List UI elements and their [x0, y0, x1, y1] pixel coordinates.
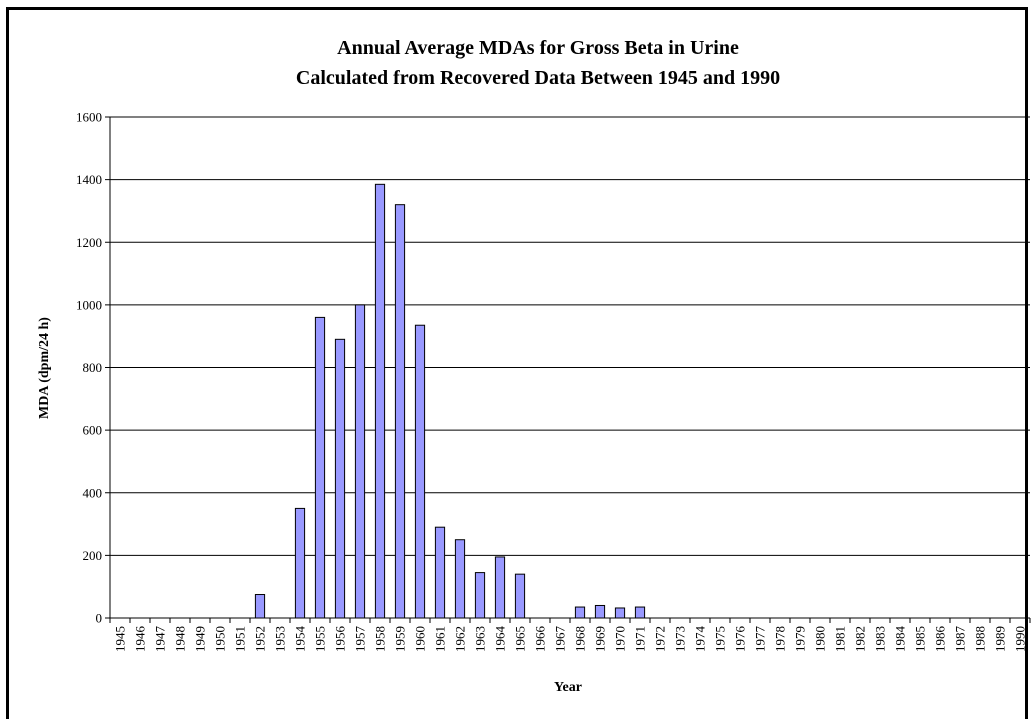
bar-1968: [574, 606, 586, 619]
x-tick-label: 1976: [733, 626, 748, 653]
bar-1958: [374, 183, 386, 619]
x-axis-ticks: 1945 1946 1947 1948 1949 1950 1951 1952 1953 1954…: [109, 618, 1031, 653]
x-tick-label: 1946: [133, 626, 148, 653]
x-axis-label: Year: [554, 680, 582, 695]
x-tick-label: 1948: [173, 626, 188, 652]
x-tick-label: 1964: [493, 626, 508, 653]
x-tick-label: 1975: [713, 626, 728, 652]
bar-1956: [334, 338, 346, 619]
x-tick-label: 1965: [513, 626, 528, 652]
y-tick-label: 800: [83, 360, 103, 375]
bar-1964: [494, 556, 506, 619]
bar-1970: [614, 607, 626, 619]
x-tick-label: 1986: [933, 626, 948, 653]
y-tick-label: 1000: [76, 297, 102, 312]
y-tick-label: 200: [83, 548, 103, 563]
y-axis-label: MDA (dpm/24 h): [37, 317, 52, 419]
y-tick-label: 1200: [76, 235, 102, 250]
x-tick-label: 1977: [753, 626, 768, 653]
y-tick-label: 1400: [76, 172, 102, 187]
x-tick-label: 1952: [253, 626, 268, 652]
x-tick-label: 1951: [233, 626, 248, 652]
bar-1957: [354, 304, 366, 619]
bar-1971: [634, 606, 646, 619]
x-tick-label: 1956: [333, 626, 348, 653]
chart-frame: [6, 7, 1028, 719]
bar-1952: [254, 594, 266, 619]
x-tick-label: 1959: [393, 626, 408, 652]
x-tick-label: 1969: [593, 626, 608, 652]
x-tick-label: 1947: [153, 626, 168, 653]
x-tick-label: 1960: [413, 626, 428, 652]
gridlines: [110, 116, 1030, 556]
x-tick-label: 1974: [693, 626, 708, 653]
x-tick-label: 1945: [113, 626, 128, 652]
bar-1961: [434, 526, 446, 619]
x-tick-label: 1990: [1013, 626, 1028, 652]
x-tick-label: 1989: [993, 626, 1008, 652]
x-tick-label: 1970: [613, 626, 628, 652]
y-tick-label: 0: [96, 611, 103, 626]
bar-1965: [514, 573, 526, 619]
x-tick-label: 1980: [813, 626, 828, 652]
bar-1969: [594, 604, 606, 619]
x-tick-label: 1978: [773, 626, 788, 652]
bar-1963: [474, 572, 486, 619]
x-tick-label: 1972: [653, 626, 668, 652]
x-tick-label: 1966: [533, 626, 548, 653]
bar-1960: [414, 324, 426, 619]
x-tick-label: 1988: [973, 626, 988, 652]
chart-title: Annual Average MDAs for Gross Beta in Ur…: [337, 37, 739, 59]
x-tick-label: 1955: [313, 626, 328, 652]
x-tick-label: 1962: [453, 626, 468, 652]
x-tick-label: 1983: [873, 626, 888, 652]
x-tick-label: 1985: [913, 626, 928, 652]
x-tick-label: 1971: [633, 626, 648, 652]
x-tick-label: 1963: [473, 626, 488, 652]
x-tick-label: 1954: [293, 626, 308, 653]
x-tick-label: 1968: [573, 626, 588, 652]
x-tick-label: 1961: [433, 626, 448, 652]
x-tick-label: 1957: [353, 626, 368, 653]
x-tick-label: 1950: [213, 626, 228, 652]
x-tick-label: 1949: [193, 626, 208, 652]
y-tick-label: 400: [83, 485, 103, 500]
bar-1959: [394, 204, 406, 619]
x-tick-label: 1958: [373, 626, 388, 652]
bar-1954: [294, 507, 306, 619]
y-axis-ticks: 0 200 400 600 800 1000 1200 1400 1600: [76, 110, 110, 626]
x-tick-label: 1982: [853, 626, 868, 652]
chart-subtitle: Calculated from Recovered Data Between 1…: [296, 67, 780, 89]
bar-1962: [454, 539, 466, 619]
x-tick-label: 1973: [673, 626, 688, 652]
x-tick-label: 1953: [273, 626, 288, 652]
x-tick-label: 1987: [953, 626, 968, 653]
y-tick-label: 1600: [76, 110, 102, 125]
x-tick-label: 1981: [833, 626, 848, 652]
x-tick-label: 1979: [793, 626, 808, 652]
x-tick-label: 1967: [553, 626, 568, 653]
bar-1955: [314, 316, 326, 619]
y-tick-label: 600: [83, 423, 103, 438]
bars: [254, 183, 646, 619]
x-tick-label: 1984: [893, 626, 908, 653]
